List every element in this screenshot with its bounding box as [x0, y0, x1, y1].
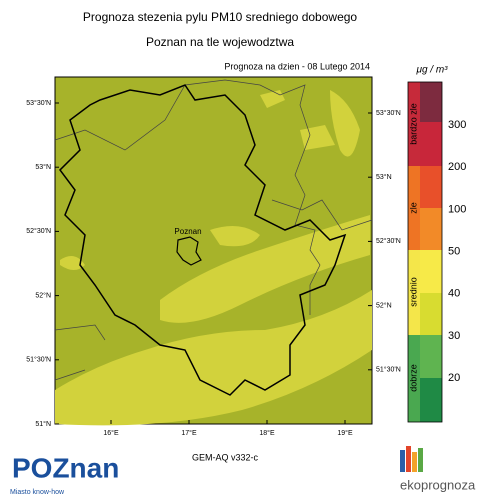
legend [407, 81, 443, 423]
lat-label: 51°30'N [376, 366, 401, 374]
legend-value: 200 [448, 161, 466, 173]
lat-label: 53°30'N [376, 109, 401, 117]
lon-label: 18°E [259, 429, 275, 437]
category-label: dobrze [408, 364, 418, 392]
legend-labels: bardzo zle zle srednio dobrze 300 200 100 50 40 3… [408, 103, 466, 392]
tagline: Miasto know-how [10, 489, 65, 496]
logo-icon [400, 446, 423, 472]
legend-value: 50 [448, 246, 460, 258]
lat-label: 53°N [35, 163, 51, 171]
category-label: bardzo zle [408, 103, 418, 145]
title: Prognoza stezenia pylu PM10 sredniego do… [83, 10, 358, 24]
lat-label: 51°30'N [26, 356, 51, 364]
legend-value: 100 [448, 203, 466, 215]
lon-label: 17°E [181, 429, 197, 437]
date-label: Prognoza na dzien - 08 Lutego 2014 [224, 61, 370, 71]
legend-value: 30 [448, 330, 460, 342]
legend-value: 300 [448, 119, 466, 131]
lon-label: 16°E [103, 429, 119, 437]
lat-label: 52°30'N [376, 237, 401, 245]
category-label: srednio [408, 277, 418, 307]
lat-label: 53°30'N [26, 99, 51, 107]
model-label: GEM-AQ v332-c [192, 452, 259, 462]
map-ticks: 53°30'N 53°N 52°30'N 52°N 51°30'N 51°N 53°30'N… [26, 99, 401, 437]
category-label: zle [408, 202, 418, 214]
lat-label: 52°N [376, 301, 392, 309]
lat-label: 51°N [35, 420, 51, 428]
logo-left: POZnan [12, 452, 119, 483]
subtitle: Poznan na tle wojewodztwa [146, 35, 294, 49]
legend-value: 20 [448, 372, 460, 384]
logo-right: ekoprognoza [400, 477, 476, 492]
map: Poznan [54, 76, 373, 426]
city-label: Poznan [174, 227, 201, 236]
lat-label: 53°N [376, 173, 392, 181]
lon-label: 19°E [337, 429, 353, 437]
unit: μg / m³ [415, 65, 448, 76]
lat-label: 52°N [35, 291, 51, 299]
legend-value: 40 [448, 288, 460, 300]
lat-label: 52°30'N [26, 227, 51, 235]
